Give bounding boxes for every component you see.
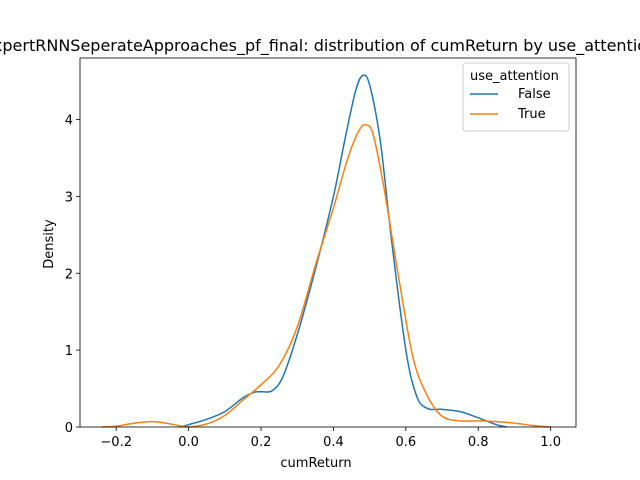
legend-label-true: True bbox=[517, 107, 546, 122]
x-tick-label: 0.6 bbox=[395, 435, 416, 450]
y-axis-label: Density bbox=[42, 219, 57, 269]
y-tick-label: 3 bbox=[65, 190, 73, 205]
x-tick-label: 0.8 bbox=[468, 435, 489, 450]
y-tick-label: 2 bbox=[65, 267, 73, 282]
series-line-false bbox=[181, 74, 508, 428]
legend-label-false: False bbox=[518, 87, 551, 102]
plot-area: −0.2 0.0 0.2 0.4 0.6 0.8 1.0 0 1 2 3 4 bbox=[65, 57, 577, 450]
y-tick-label: 1 bbox=[65, 344, 73, 359]
x-tick-label: 0.2 bbox=[251, 435, 272, 450]
x-tick-label: −0.2 bbox=[100, 435, 132, 450]
y-tick-label: 0 bbox=[65, 421, 73, 436]
x-tick-label: 1.0 bbox=[540, 435, 561, 450]
legend: use_attention False True bbox=[462, 62, 570, 132]
x-tick-label: 0.0 bbox=[178, 435, 199, 450]
axes-frame bbox=[79, 57, 577, 428]
series-line-true bbox=[101, 123, 551, 428]
chart-title: ExpertRNNSeperateApproaches_pf_final: di… bbox=[0, 36, 640, 56]
legend-items: False True bbox=[470, 87, 551, 122]
x-axis-label: cumReturn bbox=[280, 456, 351, 471]
y-tick-label: 4 bbox=[65, 114, 73, 129]
legend-title: use_attention bbox=[470, 69, 559, 84]
x-tick-label: 0.4 bbox=[323, 435, 344, 450]
